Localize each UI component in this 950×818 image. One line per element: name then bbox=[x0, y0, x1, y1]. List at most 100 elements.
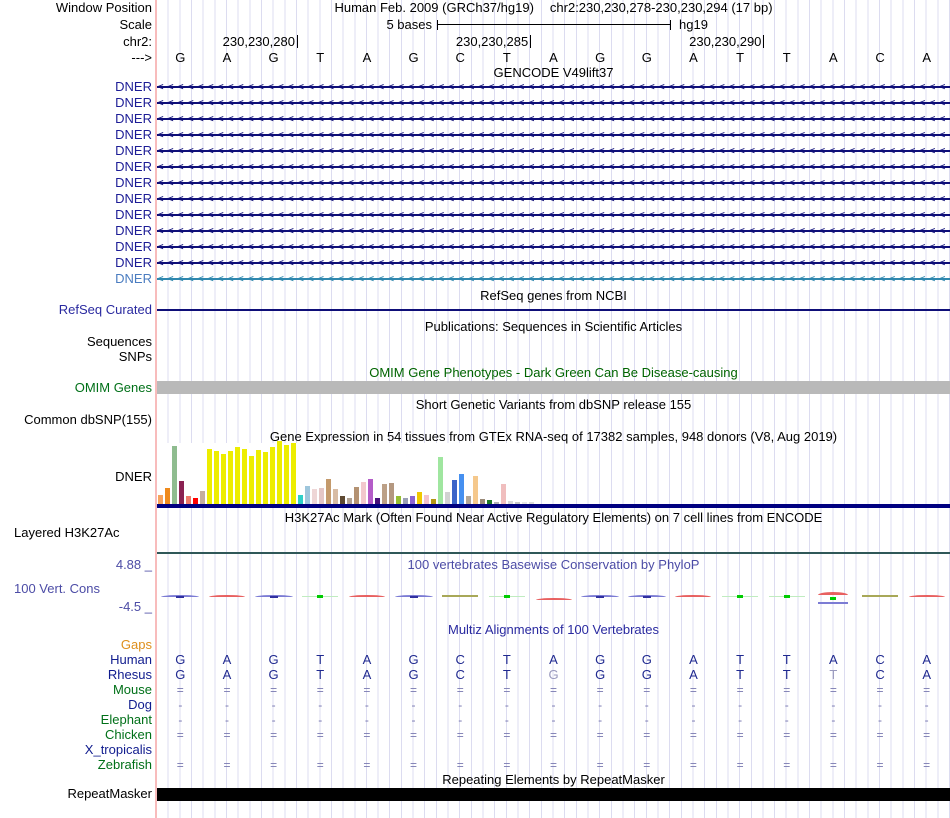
gtex-bar[interactable] bbox=[326, 479, 331, 504]
gtex-bar[interactable] bbox=[235, 447, 240, 504]
gtex-bar[interactable] bbox=[263, 452, 268, 504]
gtex-bar[interactable] bbox=[389, 483, 394, 504]
species-label[interactable]: X_tropicalis bbox=[84, 742, 152, 757]
gencode-transcript-row[interactable]: DNER <<<<<<<<<<<<<<<<<<<<<<<<<<<<<<<<<<<<… bbox=[0, 111, 950, 127]
gtex-bar[interactable] bbox=[354, 487, 359, 504]
gtex-bar[interactable] bbox=[207, 449, 212, 504]
gencode-transcript-row[interactable]: DNER <<<<<<<<<<<<<<<<<<<<<<<<<<<<<<<<<<<<… bbox=[0, 255, 950, 271]
gene-label[interactable]: DNER bbox=[115, 143, 152, 158]
species-label[interactable]: Chicken bbox=[105, 727, 152, 742]
gtex-bar[interactable] bbox=[452, 480, 457, 504]
gtex-bar[interactable] bbox=[515, 502, 520, 504]
gtex-bar[interactable] bbox=[403, 498, 408, 504]
gtex-bar[interactable] bbox=[459, 474, 464, 504]
gtex-bar[interactable] bbox=[368, 479, 373, 504]
layered-h3k27ac-label[interactable]: Layered H3K27Ac bbox=[14, 525, 120, 540]
gtex-bar[interactable] bbox=[221, 454, 226, 504]
gene-label[interactable]: DNER bbox=[115, 239, 152, 254]
gencode-transcript-row[interactable]: DNER <<<<<<<<<<<<<<<<<<<<<<<<<<<<<<<<<<<<… bbox=[0, 191, 950, 207]
species-label[interactable]: Rhesus bbox=[107, 667, 152, 682]
gtex-bar[interactable] bbox=[417, 492, 422, 504]
gtex-bar[interactable] bbox=[375, 498, 380, 504]
species-label[interactable]: Human bbox=[110, 652, 152, 667]
gtex-bar[interactable] bbox=[249, 456, 254, 504]
repeatmasker-label[interactable]: RepeatMasker bbox=[67, 786, 152, 801]
gtex-bar[interactable] bbox=[410, 496, 415, 504]
gtex-bar[interactable] bbox=[256, 450, 261, 504]
gtex-bar[interactable] bbox=[312, 489, 317, 504]
gencode-transcript-row[interactable]: DNER <<<<<<<<<<<<<<<<<<<<<<<<<<<<<<<<<<<<… bbox=[0, 95, 950, 111]
gtex-gene-label[interactable]: DNER bbox=[115, 469, 152, 484]
gencode-transcript-row[interactable]: DNER <<<<<<<<<<<<<<<<<<<<<<<<<<<<<<<<<<<<… bbox=[0, 127, 950, 143]
omim-gene-bar[interactable] bbox=[157, 381, 950, 394]
gtex-bar[interactable] bbox=[284, 445, 289, 504]
species-label[interactable]: Dog bbox=[128, 697, 152, 712]
repeatmasker-bar[interactable] bbox=[157, 788, 950, 801]
gtex-bar[interactable] bbox=[333, 489, 338, 504]
gene-label[interactable]: DNER bbox=[115, 191, 152, 206]
gtex-bar[interactable] bbox=[431, 499, 436, 504]
vert-cons-label[interactable]: 100 Vert. Cons bbox=[14, 581, 100, 596]
gtex-bar[interactable] bbox=[305, 486, 310, 504]
gtex-bar[interactable] bbox=[347, 498, 352, 504]
gtex-bar[interactable] bbox=[340, 496, 345, 504]
gtex-bar[interactable] bbox=[501, 484, 506, 504]
gtex-bar[interactable] bbox=[158, 495, 163, 504]
gencode-transcript-row[interactable]: DNER <<<<<<<<<<<<<<<<<<<<<<<<<<<<<<<<<<<<… bbox=[0, 207, 950, 223]
gtex-bar[interactable] bbox=[382, 484, 387, 504]
gtex-bar[interactable] bbox=[291, 443, 296, 504]
gene-label[interactable]: DNER bbox=[115, 271, 152, 286]
species-label[interactable]: Zebrafish bbox=[97, 757, 152, 772]
gtex-bar[interactable] bbox=[487, 500, 492, 504]
gtex-bar[interactable] bbox=[438, 457, 443, 504]
gtex-bar[interactable] bbox=[242, 449, 247, 504]
gencode-transcript-row[interactable]: DNER <<<<<<<<<<<<<<<<<<<<<<<<<<<<<<<<<<<<… bbox=[0, 143, 950, 159]
gtex-bar[interactable] bbox=[228, 451, 233, 504]
refseq-gene-line[interactable] bbox=[157, 309, 950, 311]
gtex-bar[interactable] bbox=[165, 488, 170, 504]
gtex-bar[interactable] bbox=[480, 499, 485, 504]
species-label[interactable]: Elephant bbox=[100, 712, 152, 727]
gtex-bar[interactable] bbox=[494, 502, 499, 504]
gtex-bar[interactable] bbox=[179, 481, 184, 504]
gencode-transcript-row[interactable]: DNER <<<<<<<<<<<<<<<<<<<<<<<<<<<<<<<<<<<<… bbox=[0, 175, 950, 191]
gtex-bar[interactable] bbox=[270, 447, 275, 504]
gene-label[interactable]: DNER bbox=[115, 175, 152, 190]
gtex-bar[interactable] bbox=[172, 446, 177, 504]
gtex-bar[interactable] bbox=[186, 496, 191, 504]
gtex-bar[interactable] bbox=[473, 476, 478, 504]
gtex-bar[interactable] bbox=[424, 495, 429, 504]
gtex-bar[interactable] bbox=[466, 496, 471, 504]
gtex-bar[interactable] bbox=[529, 502, 534, 504]
gene-label[interactable]: DNER bbox=[115, 95, 152, 110]
gene-label[interactable]: DNER bbox=[115, 79, 152, 94]
gene-label[interactable]: DNER bbox=[115, 223, 152, 238]
gtex-bar[interactable] bbox=[361, 482, 366, 504]
publications-sequences-label[interactable]: Sequences bbox=[86, 334, 152, 349]
gencode-transcript-row[interactable]: DNER <<<<<<<<<<<<<<<<<<<<<<<<<<<<<<<<<<<<… bbox=[0, 79, 950, 95]
gene-label[interactable]: DNER bbox=[115, 127, 152, 142]
gtex-bar[interactable] bbox=[319, 488, 324, 504]
gencode-transcript-row[interactable]: DNER <<<<<<<<<<<<<<<<<<<<<<<<<<<<<<<<<<<<… bbox=[0, 223, 950, 239]
gene-label[interactable]: DNER bbox=[115, 159, 152, 174]
common-dbsnp-label[interactable]: Common dbSNP(155) bbox=[24, 412, 152, 427]
gene-label[interactable]: DNER bbox=[115, 255, 152, 270]
publications-snps-label[interactable]: SNPs bbox=[118, 349, 152, 364]
gtex-bar[interactable] bbox=[277, 441, 282, 504]
gtex-bar[interactable] bbox=[298, 495, 303, 504]
gene-label[interactable]: DNER bbox=[115, 111, 152, 126]
refseq-curated-label[interactable]: RefSeq Curated bbox=[58, 302, 152, 317]
gencode-transcript-row[interactable]: DNER <<<<<<<<<<<<<<<<<<<<<<<<<<<<<<<<<<<<… bbox=[0, 159, 950, 175]
gencode-transcript-row[interactable]: DNER <<<<<<<<<<<<<<<<<<<<<<<<<<<<<<<<<<<<… bbox=[0, 271, 950, 287]
gtex-bar[interactable] bbox=[522, 502, 527, 504]
gencode-transcript-row[interactable]: DNER <<<<<<<<<<<<<<<<<<<<<<<<<<<<<<<<<<<<… bbox=[0, 239, 950, 255]
gtex-bar[interactable] bbox=[445, 492, 450, 504]
gtex-bar[interactable] bbox=[214, 451, 219, 504]
omim-genes-label[interactable]: OMIM Genes bbox=[74, 380, 152, 395]
species-label[interactable]: Mouse bbox=[112, 682, 152, 697]
species-label[interactable]: Gaps bbox=[120, 637, 152, 652]
gtex-bar[interactable] bbox=[396, 496, 401, 504]
gtex-bar[interactable] bbox=[200, 491, 205, 504]
gene-label[interactable]: DNER bbox=[115, 207, 152, 222]
gtex-bar[interactable] bbox=[193, 498, 198, 504]
